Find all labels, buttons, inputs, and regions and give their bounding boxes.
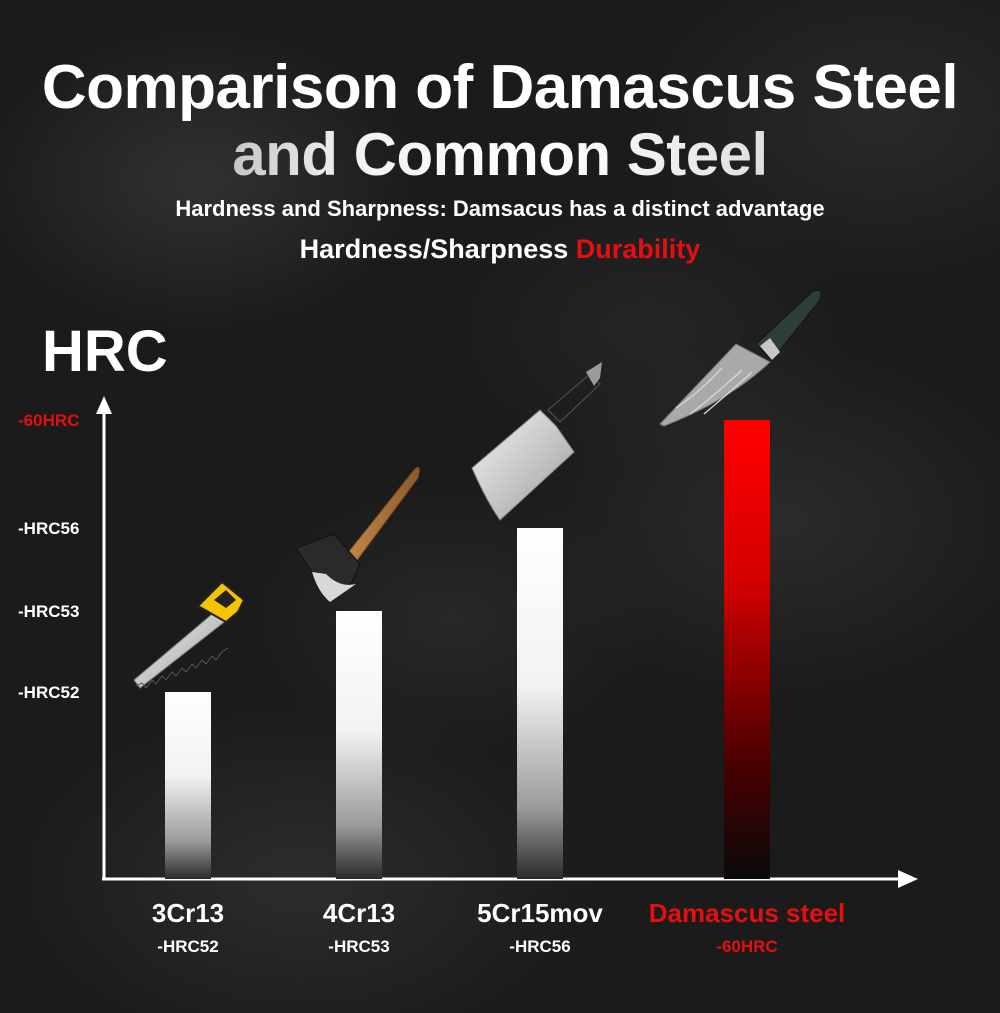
y-axis-title: HRC [42, 319, 168, 384]
tagline: Hardness/Sharpness Durability [0, 234, 1000, 265]
axe-icon [295, 466, 420, 603]
y-tick-label: -HRC56 [18, 519, 79, 538]
x-axis-arrow [898, 870, 918, 888]
bar-3 [517, 528, 563, 879]
cleaver-knife-icon [471, 362, 602, 521]
category-sublabel: -HRC53 [328, 937, 389, 956]
category-label: 5Cr15mov [477, 898, 603, 928]
tagline-red: Durability [575, 234, 701, 264]
y-tick-label: -HRC53 [18, 602, 79, 621]
category-label: 4Cr13 [323, 898, 395, 928]
hand-saw-icon [133, 580, 246, 689]
page-title: Comparison of Damascus Steel [41, 53, 959, 122]
y-tick-labels: -HRC52 -HRC53 -HRC56 -60HRC [18, 411, 79, 702]
bar-2 [336, 611, 382, 879]
category-sublabel: -60HRC [716, 937, 777, 956]
category-label: Damascus steel [649, 898, 846, 928]
y-tick-label: -60HRC [18, 411, 79, 430]
category-label: 3Cr13 [152, 898, 224, 928]
category-sublabel: -HRC52 [157, 937, 218, 956]
damascus-santoku-knife-icon [659, 289, 822, 427]
bars [165, 420, 770, 879]
category-labels: 3Cr13 -HRC52 4Cr13 -HRC53 5Cr15mov -HRC56 Dama… [152, 898, 845, 956]
page-title-second-line: and Common Steel [0, 120, 1000, 189]
subtitle: Hardness and Sharpness: Damsacus has a d… [175, 196, 825, 221]
y-tick-label: -HRC52 [18, 683, 79, 702]
tagline-white: Hardness/Sharpness [299, 234, 576, 264]
bar-1 [165, 692, 211, 879]
category-sublabel: -HRC56 [509, 937, 570, 956]
y-axis-arrow [96, 396, 112, 414]
bar-4 [724, 420, 770, 879]
